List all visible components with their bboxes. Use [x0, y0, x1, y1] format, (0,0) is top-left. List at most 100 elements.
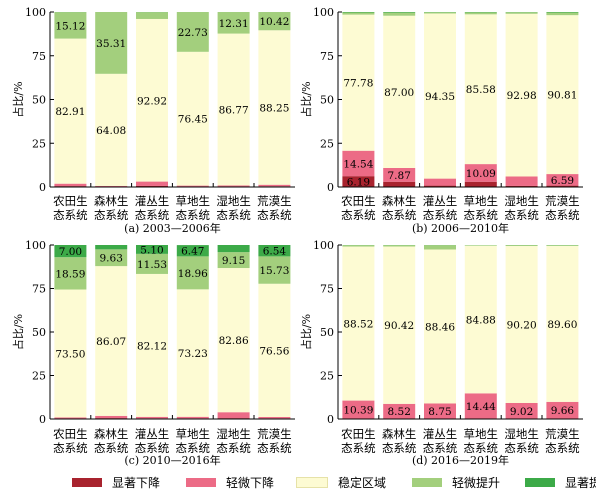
- data-label: 6.19: [347, 177, 370, 189]
- bar-segment: [505, 12, 538, 14]
- y-axis-label: 占比/%: [11, 81, 25, 117]
- category-label: 荒漠生态系统: [257, 427, 292, 455]
- y-tick-label: 25: [32, 137, 46, 150]
- bar-segment: [464, 245, 497, 246]
- data-label: 92.92: [137, 95, 167, 107]
- bar-segment: [505, 185, 538, 187]
- y-tick-label: 50: [32, 326, 46, 339]
- category-label: 农田生态系统: [341, 194, 376, 222]
- chart-panel-4: 10.39 88.52 8.52 90.42 8.75 88.46 14.44 84.88 9.…: [299, 239, 583, 467]
- data-label: 88.46: [425, 321, 455, 333]
- bar-segment: [176, 256, 209, 290]
- data-label: 18.59: [55, 268, 85, 280]
- data-label: 85.58: [466, 84, 496, 96]
- bar-segment: [54, 38, 87, 184]
- data-label: 18.96: [178, 268, 208, 280]
- category-label: 荒漠生态系统: [545, 194, 580, 222]
- data-label: 94.35: [425, 91, 455, 103]
- data-label: 73.50: [55, 348, 85, 360]
- bar-segment: [464, 245, 497, 394]
- bar-segment: [424, 13, 456, 179]
- bar-segment: [342, 14, 375, 151]
- legend-label: 显著下降: [112, 475, 161, 490]
- data-label: 22.73: [178, 27, 208, 39]
- bar-segment: [342, 246, 375, 401]
- category-label: 农田生态系统: [53, 427, 88, 455]
- bar-segment: [424, 185, 456, 187]
- bar-segment: [95, 73, 128, 186]
- bar-segment: [383, 403, 416, 419]
- data-label: 12.31: [219, 18, 249, 30]
- data-label: 7.00: [59, 246, 82, 258]
- category-label: 灌丛生态系统: [423, 427, 458, 455]
- y-tick-label: 75: [320, 50, 334, 63]
- y-tick-label: 75: [32, 50, 46, 63]
- data-label: 8.75: [428, 406, 451, 418]
- bar-segment: [464, 14, 497, 165]
- category-label: 荒漠生态系统: [545, 427, 580, 455]
- y-tick-label: 25: [32, 370, 46, 383]
- bar-segment: [383, 245, 416, 247]
- y-tick-label: 0: [39, 413, 46, 426]
- data-label: 9.02: [510, 406, 533, 418]
- bar-segment: [54, 257, 87, 290]
- bar-segment: [258, 12, 291, 31]
- data-label: 84.88: [466, 315, 496, 327]
- legend-swatch: [525, 477, 555, 487]
- data-label: 90.20: [507, 319, 537, 331]
- bar-segment: [217, 12, 250, 34]
- data-label: 9.63: [100, 253, 123, 265]
- bar-segment: [217, 185, 250, 187]
- bar-segment: [546, 174, 579, 186]
- category-label: 农田生态系统: [53, 194, 88, 222]
- bar-segment: [258, 416, 291, 419]
- bar-segment: [217, 412, 250, 419]
- category-label: 湿地生态系统: [216, 427, 251, 455]
- bar-segment: [95, 185, 128, 187]
- bar-segment: [464, 393, 497, 419]
- legend-item: 显著下降: [72, 472, 160, 492]
- legend-swatch: [186, 477, 216, 487]
- bar-segment: [424, 178, 456, 186]
- data-label: 73.23: [178, 348, 208, 360]
- bar-segment: [258, 30, 291, 185]
- data-label: 10.09: [466, 168, 496, 180]
- bar-segment: [95, 249, 128, 267]
- data-label: 82.86: [219, 335, 249, 347]
- bar-segment: [54, 12, 87, 39]
- y-tick-label: 100: [25, 239, 46, 252]
- bar-segment: [342, 150, 375, 177]
- bar-segment: [383, 15, 416, 168]
- y-tick-label: 100: [313, 239, 334, 252]
- bar-segment: [217, 245, 250, 253]
- category-label: 灌丛生态系统: [135, 194, 170, 222]
- legend-swatch: [412, 477, 442, 487]
- category-label: 荒漠生态系统: [257, 194, 292, 222]
- data-label: 76.45: [178, 114, 208, 126]
- bar-segment: [464, 181, 497, 187]
- data-label: 10.42: [259, 16, 289, 28]
- legend-item: 稳定区域: [296, 472, 386, 492]
- bar-segment: [217, 252, 250, 269]
- data-label: 6.59: [551, 175, 574, 187]
- legend-label: 轻微提升: [452, 475, 501, 490]
- category-label: 农田生态系统: [341, 427, 376, 455]
- y-tick-label: 50: [320, 94, 334, 107]
- data-label: 35.31: [96, 38, 126, 50]
- bar-segment: [546, 12, 579, 13]
- data-label: 6.54: [263, 246, 287, 258]
- bar-segment: [342, 12, 375, 13]
- data-label: 64.08: [96, 125, 126, 137]
- y-tick-label: 0: [39, 181, 46, 194]
- bar-segment: [136, 245, 168, 254]
- bar-segment: [54, 183, 87, 187]
- bar-segment: [383, 246, 416, 404]
- bar-segment: [176, 185, 209, 187]
- bar-segment: [136, 273, 168, 417]
- bar-segment: [95, 245, 128, 250]
- data-label: 10.39: [343, 405, 373, 417]
- bar-segment: [136, 18, 168, 182]
- panel-subtitle: (b) 2006—2010年: [412, 221, 509, 235]
- bar-segment: [383, 167, 416, 182]
